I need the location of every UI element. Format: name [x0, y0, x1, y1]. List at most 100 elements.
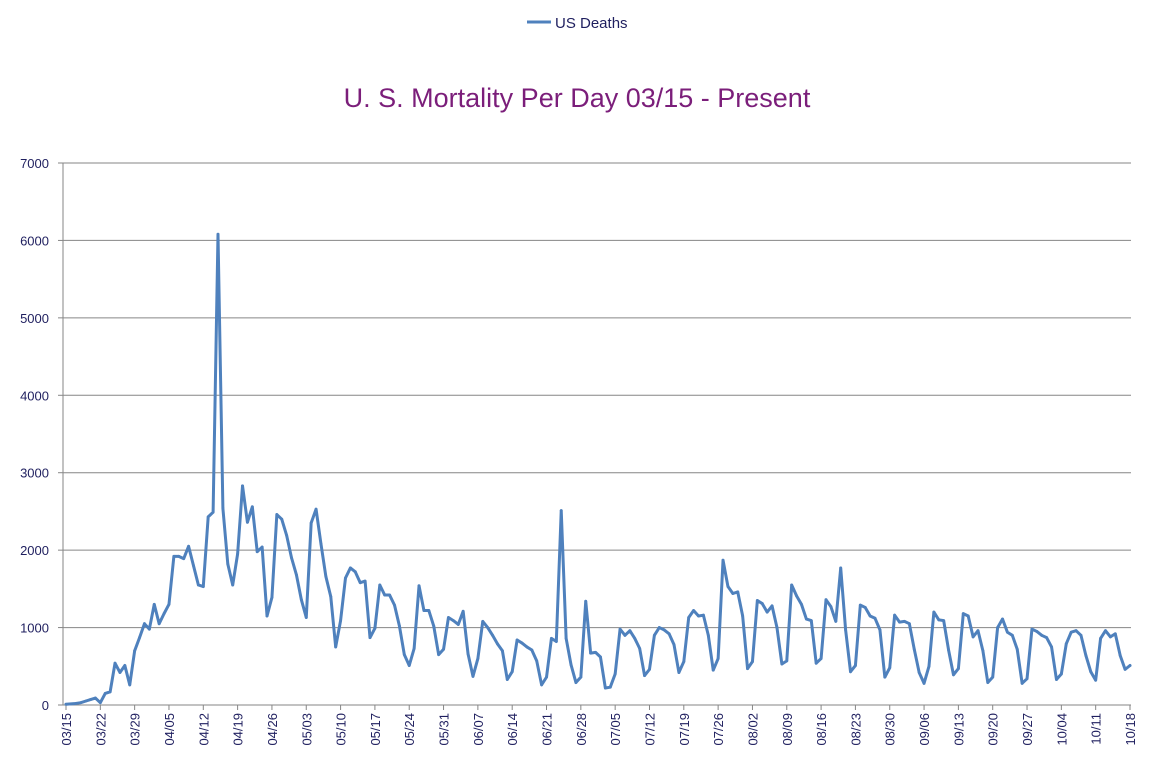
data-point — [461, 609, 465, 613]
data-point — [192, 564, 195, 568]
x-tick-label: 09/13 — [951, 713, 966, 746]
data-point — [971, 635, 975, 639]
data-point — [471, 674, 475, 678]
data-point — [849, 670, 852, 674]
data-point — [246, 520, 249, 524]
x-tick-label: 09/27 — [1020, 713, 1035, 746]
data-point — [152, 602, 156, 606]
x-tick-label: 07/19 — [677, 713, 692, 746]
data-point — [550, 637, 553, 640]
data-point — [299, 598, 303, 602]
data-point — [525, 645, 529, 649]
data-point — [623, 633, 627, 637]
data-point — [157, 622, 161, 626]
data-point — [996, 626, 1000, 629]
data-point — [628, 629, 632, 633]
data-point — [285, 534, 289, 537]
x-tick-label: 07/05 — [608, 713, 623, 746]
data-point — [824, 598, 828, 602]
data-point — [603, 686, 607, 690]
data-point — [819, 657, 823, 660]
data-point — [893, 613, 897, 617]
data-point — [275, 513, 279, 516]
data-point — [1050, 645, 1053, 649]
data-point — [716, 657, 720, 660]
data-point — [143, 622, 146, 626]
data-point — [775, 626, 779, 629]
data-point — [1079, 633, 1083, 637]
data-point — [1118, 654, 1122, 657]
data-point — [255, 550, 259, 554]
data-point — [162, 612, 166, 616]
data-point — [1074, 629, 1078, 633]
data-point — [84, 699, 88, 703]
data-point — [368, 636, 372, 640]
data-point — [1035, 630, 1039, 633]
data-point — [667, 632, 671, 636]
data-point — [442, 647, 445, 651]
data-point — [809, 619, 813, 623]
data-point — [290, 556, 293, 560]
data-point — [1128, 664, 1132, 667]
x-tick-label: 06/07 — [471, 713, 486, 746]
data-point — [657, 626, 661, 629]
x-tick-label: 08/23 — [848, 713, 863, 746]
chart-title: U. S. Mortality Per Day 03/15 - Present — [344, 83, 811, 113]
x-tick-label: 05/03 — [299, 713, 314, 746]
data-point — [128, 683, 132, 687]
data-point — [319, 542, 323, 546]
data-point — [751, 660, 754, 664]
data-point — [476, 657, 480, 660]
data-point — [834, 619, 838, 623]
data-point — [221, 506, 225, 510]
data-point — [447, 616, 450, 619]
data-point — [937, 618, 941, 622]
data-point — [917, 671, 921, 674]
data-point — [599, 655, 602, 659]
x-tick-label: 04/19 — [231, 713, 246, 746]
data-point — [520, 641, 524, 645]
data-point — [1123, 667, 1127, 671]
data-point — [510, 670, 514, 674]
data-point — [491, 633, 494, 637]
data-point — [177, 554, 181, 558]
data-point — [662, 628, 666, 632]
data-point — [1055, 678, 1058, 681]
data-point — [530, 648, 534, 652]
data-point — [1025, 677, 1029, 681]
data-point — [353, 570, 357, 574]
data-point — [363, 579, 367, 583]
x-tick-label: 09/20 — [986, 713, 1001, 746]
data-point — [981, 649, 985, 653]
data-point — [692, 609, 696, 612]
data-point — [309, 521, 313, 525]
data-point — [898, 620, 901, 624]
x-tick-label: 10/11 — [1089, 713, 1104, 745]
data-point — [839, 566, 843, 570]
x-tick-label: 09/06 — [917, 713, 932, 746]
data-point — [873, 616, 877, 620]
data-point — [402, 653, 406, 657]
data-point — [540, 683, 544, 687]
data-point — [456, 623, 460, 626]
data-point — [706, 633, 710, 637]
data-point — [868, 614, 872, 618]
data-point — [770, 604, 774, 608]
data-point — [167, 602, 171, 606]
data-point — [432, 624, 436, 628]
x-tick-label: 04/05 — [162, 713, 177, 746]
x-tick-label: 10/18 — [1123, 713, 1138, 746]
data-point — [123, 664, 127, 667]
x-tick-label: 08/30 — [883, 713, 898, 746]
data-point — [437, 653, 441, 657]
x-tick-label: 08/09 — [780, 713, 795, 746]
x-axis: 03/15 03/22 03/29 04/05 04/12 04/19 04/26 05/03… — [59, 704, 1138, 746]
data-point — [633, 637, 637, 640]
data-point — [780, 662, 784, 666]
data-point — [417, 584, 421, 588]
x-tick-label: 06/28 — [574, 713, 589, 746]
x-tick-label: 04/26 — [265, 713, 280, 746]
data-point — [966, 614, 970, 618]
data-point — [1015, 647, 1019, 651]
